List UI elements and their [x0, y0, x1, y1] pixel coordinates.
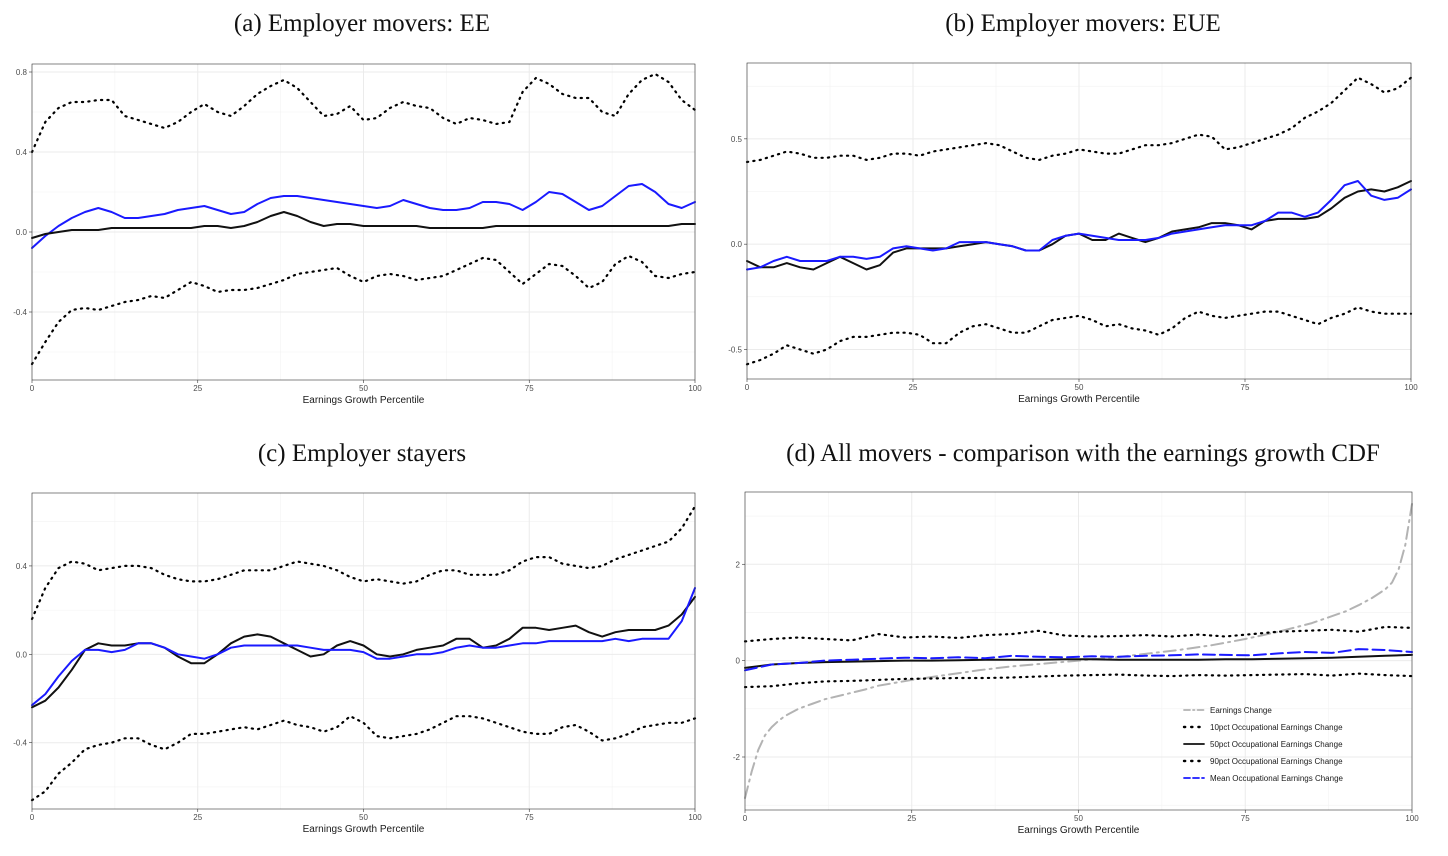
chart-svg-b: 0 25 50 75 100 -0.5 0.0 0.5 Earnings Growth Perc… — [728, 62, 1418, 405]
x-tick-label-a: 0 — [30, 384, 35, 393]
y-tick-label-a: -0.4 — [13, 308, 27, 317]
series-line-b-3 — [745, 306, 1413, 366]
y-tick-label-d: 0 — [736, 657, 741, 666]
chart-panel-d: (d) All movers - comparison with the ear… — [718, 428, 1448, 856]
y-tick-label-b: -0.5 — [728, 346, 742, 355]
chart-panel-b: (b) Employer movers: EUE 0 25 50 75 100 -0.5 0… — [718, 0, 1448, 428]
x-tick-label-a: 50 — [359, 384, 368, 393]
series-line-b-2 — [746, 180, 1412, 271]
x-axis-label-a: Earnings Growth Percentile — [303, 395, 425, 406]
series-line-d-1 — [743, 672, 1414, 689]
legend-label-d-3: 90pct Occupational Earnings Change — [1210, 757, 1343, 766]
chart-title-c: (c) Employer stayers — [257, 440, 467, 467]
y-tick-label-b: 0.0 — [731, 240, 743, 249]
legend-label-d-0: Earnings Change — [1210, 706, 1272, 715]
series-line-d-4 — [744, 648, 1413, 672]
x-tick-label-b: 75 — [1241, 383, 1250, 392]
chart-panel-a: (a) Employer movers: EE 0 25 50 75 100 -0.4 0.… — [0, 0, 724, 428]
chart-title-b: (b) Employer movers: EUE — [945, 10, 1221, 37]
x-tick-label-c: 100 — [688, 813, 702, 822]
x-tick-label-a: 25 — [193, 384, 202, 393]
legend-label-d-4: Mean Occupational Earnings Change — [1210, 774, 1344, 783]
x-tick-label-d: 50 — [1074, 814, 1083, 823]
chart-panel-c: (c) Employer stayers 0 25 50 75 100 -0.4 0.0 0.… — [0, 428, 724, 856]
x-tick-label-d: 75 — [1241, 814, 1250, 823]
y-tick-label-c: -0.4 — [13, 739, 27, 748]
x-tick-label-b: 100 — [1404, 383, 1418, 392]
x-tick-label-b: 25 — [909, 383, 918, 392]
series-line-a-2 — [31, 211, 696, 239]
x-axis-label-b: Earnings Growth Percentile — [1018, 394, 1140, 405]
series-line-d-3 — [743, 625, 1414, 643]
y-tick-label-d: -2 — [733, 753, 741, 762]
x-tick-label-a: 100 — [688, 384, 702, 393]
x-tick-label-b: 0 — [745, 383, 750, 392]
y-tick-label-a: 0.4 — [16, 148, 28, 157]
y-tick-label-c: 0.0 — [16, 650, 28, 659]
chart-svg-d: 0 25 50 75 100 -2 0 2 Earnings Growth Percentile… — [733, 491, 1419, 836]
legend-d: Earnings Change 10pct Occupational Earnin… — [1182, 706, 1344, 783]
x-tick-label-a: 75 — [525, 384, 534, 393]
series-line-d-2 — [744, 653, 1413, 669]
series-line-c-3 — [30, 715, 697, 802]
x-tick-label-c: 25 — [193, 813, 202, 822]
series-line-a-1 — [31, 183, 696, 249]
y-tick-label-c: 0.4 — [16, 562, 28, 571]
y-tick-label-a: 0.8 — [16, 68, 28, 77]
x-tick-label-d: 100 — [1405, 814, 1419, 823]
x-tick-label-c: 0 — [30, 813, 35, 822]
chart-svg-c: 0 25 50 75 100 -0.4 0.0 0.4 Earnings Growth Perc… — [13, 492, 702, 835]
series-line-a-0 — [30, 72, 697, 154]
x-axis-label-d: Earnings Growth Percentile — [1018, 825, 1140, 836]
y-tick-label-b: 0.5 — [731, 135, 743, 144]
x-tick-label-d: 0 — [743, 814, 748, 823]
legend-label-d-1: 10pct Occupational Earnings Change — [1210, 723, 1343, 732]
x-tick-label-c: 50 — [359, 813, 368, 822]
chart-svg-a: 0 25 50 75 100 -0.4 0.0 0.4 0.8 Earnings Growth P… — [13, 63, 702, 406]
x-tick-label-b: 50 — [1075, 383, 1084, 392]
series-line-a-3 — [30, 254, 697, 366]
series-line-b-0 — [745, 76, 1413, 164]
y-tick-label-a: 0.0 — [16, 228, 28, 237]
x-tick-label-d: 25 — [907, 814, 916, 823]
chart-title-a: (a) Employer movers: EE — [233, 10, 491, 37]
legend-label-d-2: 50pct Occupational Earnings Change — [1210, 740, 1343, 749]
series-line-d-0 — [744, 503, 1413, 799]
series-line-c-2 — [31, 587, 696, 707]
y-tick-label-d: 2 — [736, 560, 741, 569]
x-tick-label-c: 75 — [525, 813, 534, 822]
chart-title-d: (d) All movers - comparison with the ear… — [786, 440, 1380, 467]
x-axis-label-c: Earnings Growth Percentile — [303, 824, 425, 835]
